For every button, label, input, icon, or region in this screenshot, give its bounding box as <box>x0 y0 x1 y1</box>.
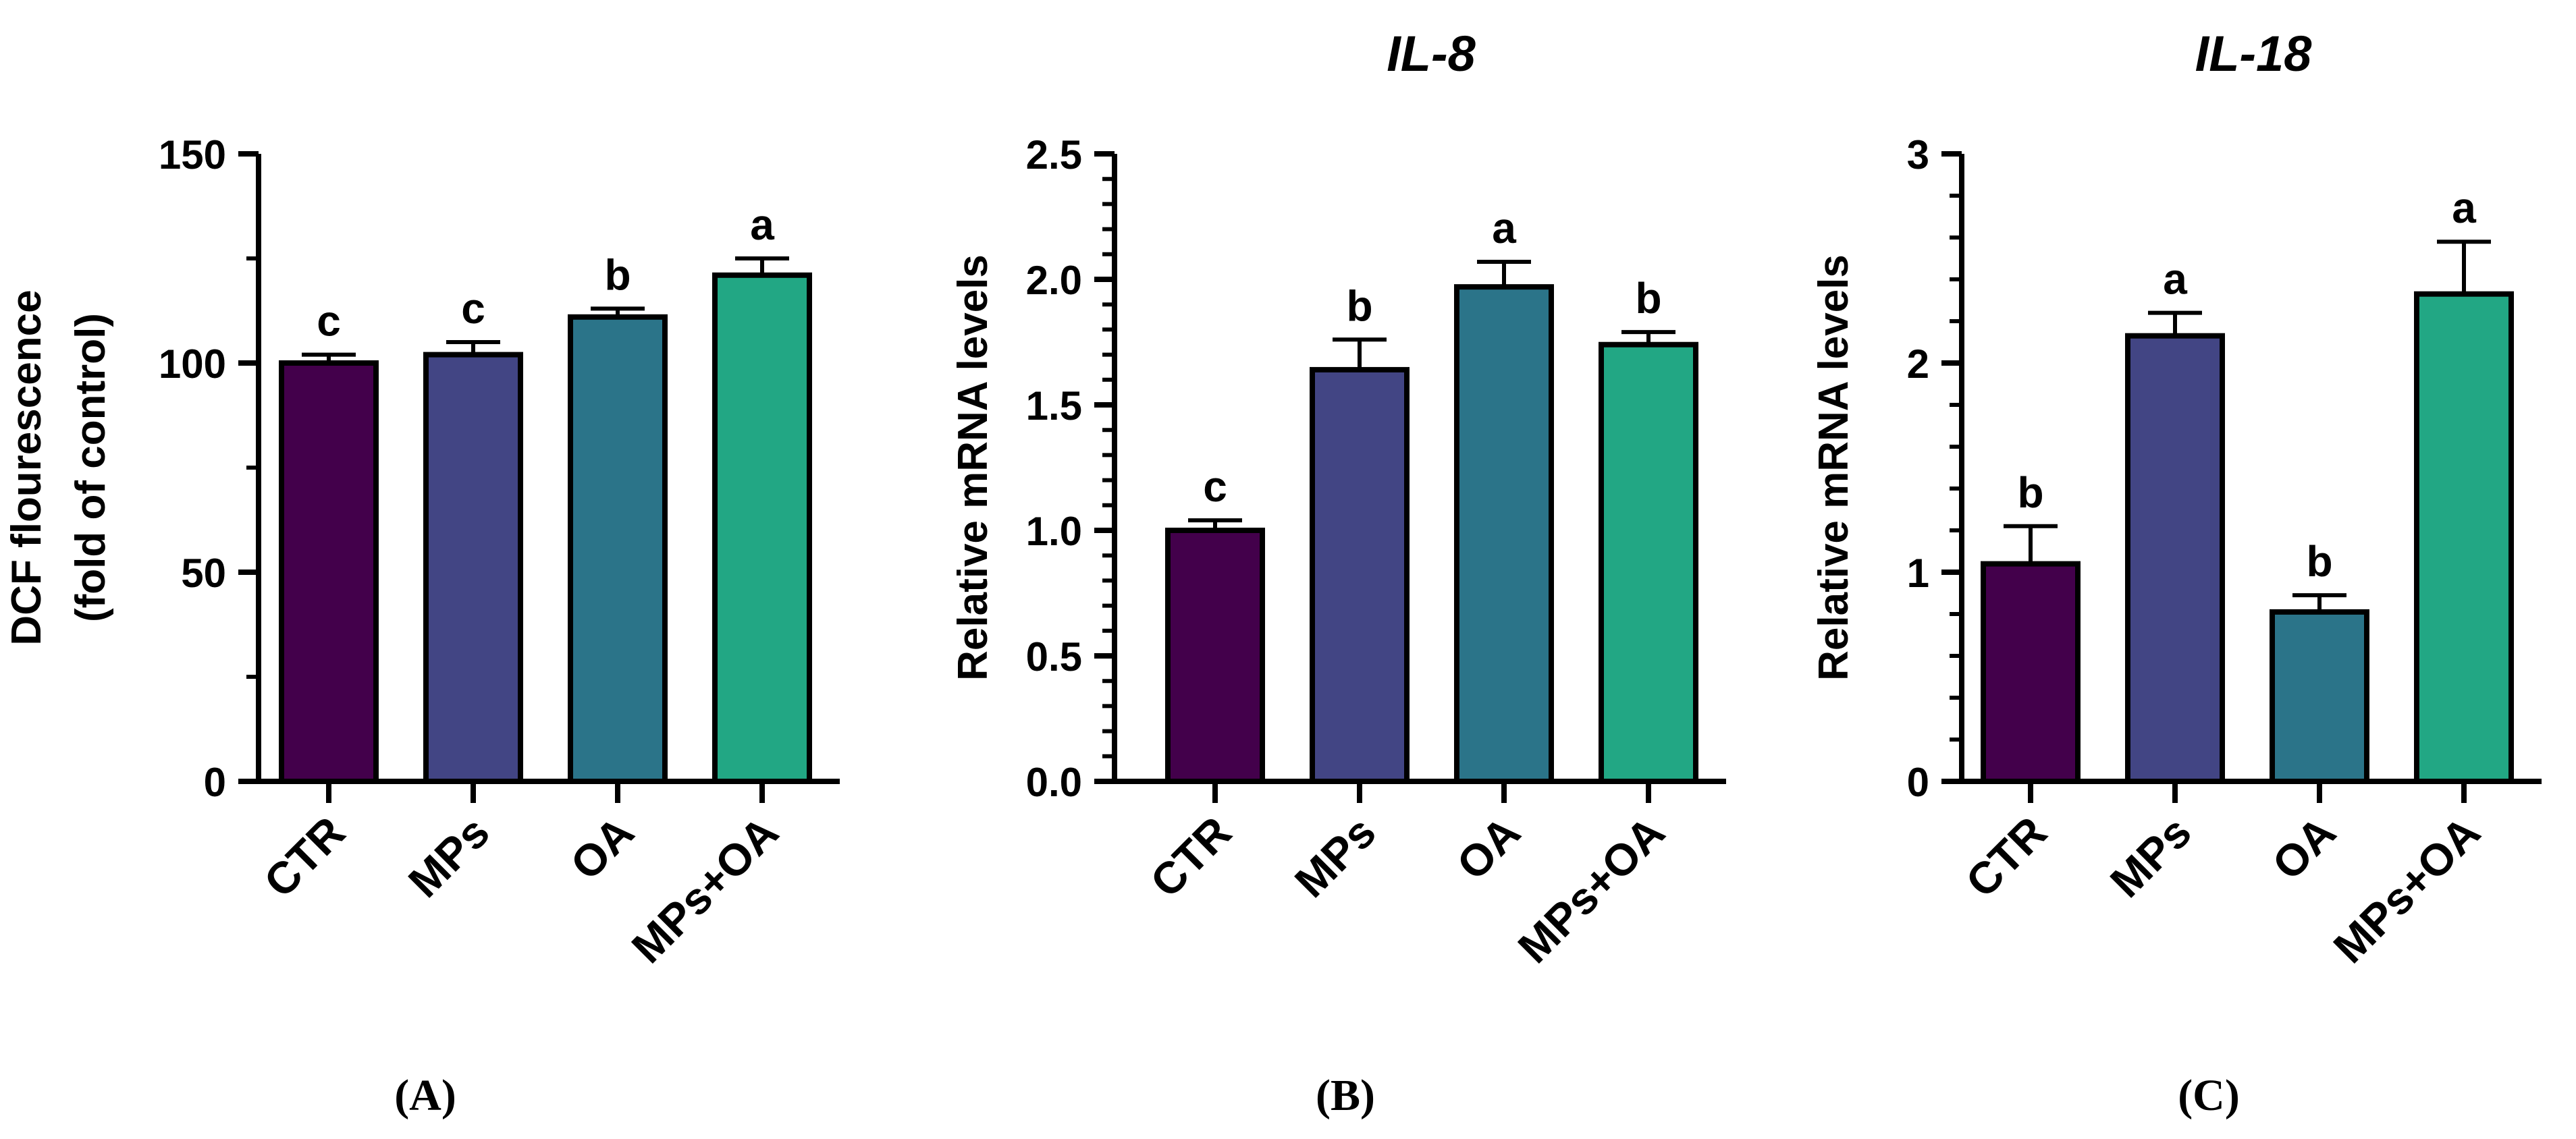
x-tick-label: MPs+OA <box>1508 807 1674 973</box>
x-tick-label: MPs <box>399 807 499 907</box>
x-tick-label: OA <box>1447 807 1530 889</box>
significance-letter: b <box>2306 537 2332 586</box>
x-tick-label: OA <box>2263 807 2345 889</box>
bar-mps-oa <box>712 272 812 784</box>
bar-mps-oa <box>2414 291 2514 784</box>
chart-panel-1: DCF flourescence (fold of control) c CTR c MP… <box>3 132 840 1120</box>
y-axis-label: Relative mRNA levels <box>950 254 996 681</box>
significance-letter: a <box>2452 184 2476 232</box>
bar-mps <box>1310 366 1410 784</box>
y-tick-label: 1.0 <box>1026 509 1082 554</box>
x-tick-label: CTR <box>1141 807 1241 907</box>
y-tick-label: 50 <box>181 551 226 596</box>
significance-letter: a <box>750 200 774 249</box>
y-axis-label: (fold of control) <box>68 313 114 622</box>
y-tick-label: 0.0 <box>1026 760 1082 805</box>
x-tick-label: MPs <box>2101 807 2201 907</box>
bar-mps <box>423 352 523 784</box>
bar-ctr <box>279 360 379 784</box>
panel-label: (A) <box>394 1071 456 1120</box>
bar-mps-oa <box>1599 341 1698 785</box>
y-tick-label: 2 <box>1907 341 1929 387</box>
x-tick-label: MPs <box>1285 807 1385 907</box>
y-tick-label: 100 <box>159 341 226 387</box>
bar-oa <box>2270 609 2369 785</box>
significance-letter: b <box>604 250 630 299</box>
significance-letter: c <box>461 284 485 333</box>
bar-ctr <box>1165 528 1265 784</box>
y-axis-label: DCF flourescence <box>3 289 50 645</box>
y-tick-label: 1.5 <box>1026 383 1082 428</box>
y-tick-label: 150 <box>159 132 226 177</box>
significance-letter: b <box>1635 274 1661 323</box>
x-tick-label: OA <box>561 807 643 889</box>
y-tick-label: 1 <box>1907 551 1929 596</box>
x-tick-label: CTR <box>1956 807 2056 907</box>
y-tick-label: 0.5 <box>1026 634 1082 679</box>
y-axis-label: Relative mRNA levels <box>1810 254 1857 681</box>
x-tick-label: CTR <box>254 807 354 907</box>
bar-oa <box>568 314 668 784</box>
bar-mps <box>2125 333 2225 784</box>
chart-title: IL-8 <box>1387 26 1476 82</box>
y-tick-label: 0 <box>204 760 226 805</box>
significance-letter: a <box>1492 204 1516 252</box>
x-tick-label: MPs+OA <box>2324 807 2490 973</box>
significance-letter: b <box>2017 468 2043 517</box>
bar-oa <box>1454 284 1554 785</box>
significance-letter: c <box>317 297 341 345</box>
bar-ctr <box>1981 561 2081 784</box>
significance-letter: b <box>1346 281 1372 330</box>
panel-label: (B) <box>1316 1071 1375 1120</box>
chart-title: IL-18 <box>2195 26 2313 82</box>
y-tick-label: 2.0 <box>1026 258 1082 303</box>
y-tick-label: 2.5 <box>1026 132 1082 177</box>
x-tick-label: MPs+OA <box>622 807 788 973</box>
panel-label: (C) <box>2178 1071 2240 1120</box>
y-tick-label: 0 <box>1907 760 1929 805</box>
chart-panel-3: IL-18 Relative mRNA levels b CTR a MPs b OA a MPs… <box>1810 26 2542 1120</box>
y-tick-label: 3 <box>1907 132 1929 177</box>
significance-letter: a <box>2163 255 2187 304</box>
chart-panel-2: IL-8 Relative mRNA levels c CTR b MPs a OA b MPs+… <box>950 26 1726 1120</box>
significance-letter: c <box>1203 462 1227 511</box>
